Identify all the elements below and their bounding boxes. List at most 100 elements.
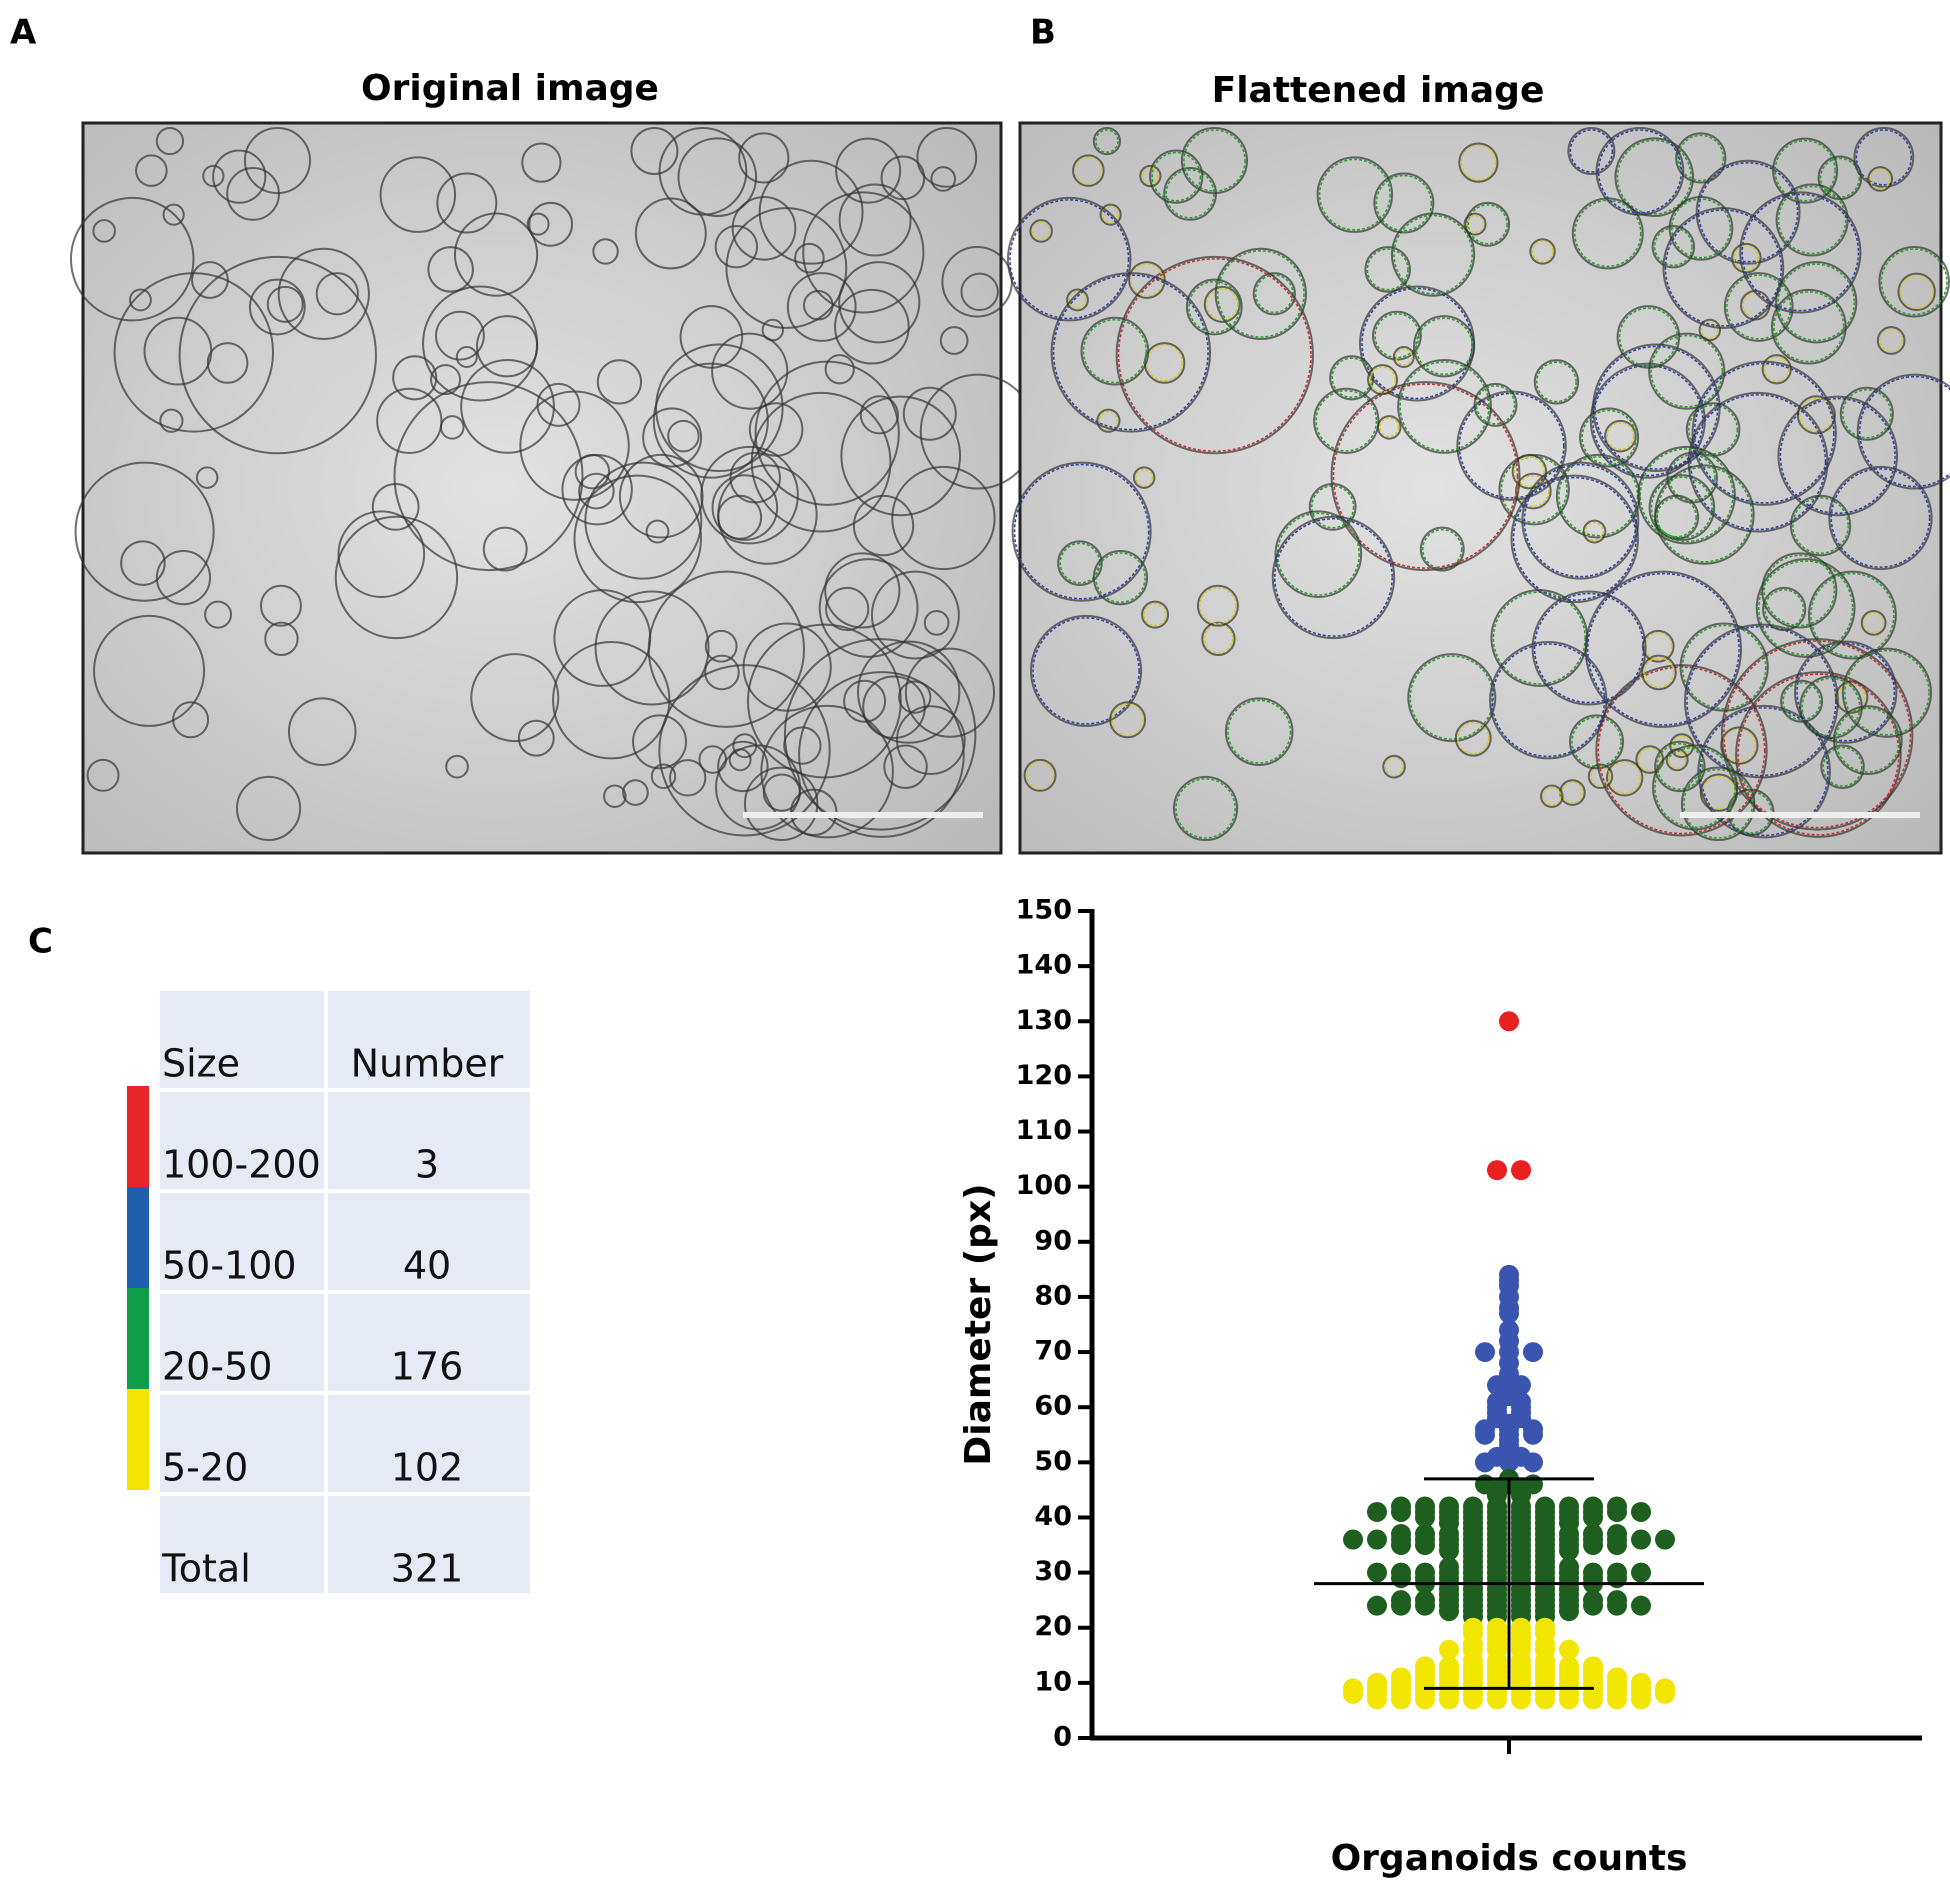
data-point xyxy=(1631,1562,1651,1583)
organoid xyxy=(1796,395,1836,435)
organoid xyxy=(1413,315,1476,378)
table-cell xyxy=(160,1395,324,1492)
size-color xyxy=(127,1086,149,1187)
organoid xyxy=(1555,453,1641,539)
organoid xyxy=(430,364,462,396)
data-point xyxy=(1583,1507,1603,1528)
detection xyxy=(1188,280,1241,334)
organoid xyxy=(1271,515,1396,640)
organoid xyxy=(715,744,801,831)
organoid xyxy=(1132,466,1156,489)
organoid xyxy=(1697,704,1831,839)
organoid xyxy=(1832,705,1903,775)
y-tick-label: 130 xyxy=(1016,1005,1072,1036)
detection xyxy=(1757,560,1854,656)
organoid xyxy=(162,203,185,226)
organoid xyxy=(1316,156,1394,233)
organoid xyxy=(552,641,671,760)
organoid xyxy=(1050,272,1212,433)
organoid xyxy=(818,558,919,658)
organoid xyxy=(92,219,116,243)
cell-text: Number xyxy=(351,1042,504,1086)
detection xyxy=(1835,707,1901,773)
organoid xyxy=(667,419,700,453)
organoid xyxy=(1072,154,1105,187)
organoid xyxy=(86,758,120,792)
organoid xyxy=(1092,127,1122,156)
organoid xyxy=(1794,640,1898,744)
organoid xyxy=(603,784,627,809)
detection xyxy=(1500,456,1568,524)
organoid xyxy=(1723,272,1794,342)
detection xyxy=(1082,319,1148,384)
organoid xyxy=(883,744,928,789)
data-point xyxy=(1583,1595,1603,1616)
detection xyxy=(1542,786,1562,806)
organoid xyxy=(526,212,550,236)
organoid xyxy=(573,474,702,604)
organoid xyxy=(1011,461,1152,602)
detection xyxy=(1741,193,1860,312)
organoid xyxy=(287,697,357,766)
organoid xyxy=(1654,740,1706,793)
detection xyxy=(1763,356,1790,383)
organoid xyxy=(902,386,957,441)
organoid xyxy=(1651,224,1696,269)
detection xyxy=(1683,768,1754,839)
organoid xyxy=(1616,305,1681,369)
organoid xyxy=(113,272,275,433)
organoid xyxy=(93,614,206,727)
organoid xyxy=(655,343,784,473)
organoid xyxy=(1463,212,1487,236)
organoid xyxy=(1641,629,1675,663)
detection xyxy=(1361,287,1473,400)
organoid xyxy=(315,272,359,316)
detection xyxy=(1074,156,1103,185)
organoid xyxy=(1109,701,1147,739)
data-point xyxy=(1583,1535,1603,1556)
organoid xyxy=(647,570,806,728)
data-point xyxy=(1439,1540,1459,1561)
organoid xyxy=(120,540,166,586)
detection xyxy=(1689,394,1827,531)
detection xyxy=(1796,642,1896,742)
organoid xyxy=(1373,172,1435,234)
detection xyxy=(1879,328,1904,353)
data-point xyxy=(1343,1683,1363,1704)
organoid xyxy=(455,345,478,368)
detection xyxy=(1677,134,1725,182)
detection xyxy=(1697,162,1799,263)
organoid xyxy=(840,395,962,517)
organoid xyxy=(679,305,744,369)
organoid xyxy=(235,775,302,842)
detection xyxy=(1216,250,1305,338)
organoid xyxy=(1419,526,1465,572)
organoid xyxy=(212,149,267,204)
organoid xyxy=(1777,395,1899,517)
organoid xyxy=(596,359,643,405)
organoid xyxy=(482,526,528,572)
organoid xyxy=(536,382,581,427)
detection xyxy=(1667,750,1687,769)
organoid xyxy=(1839,386,1894,441)
organoid xyxy=(1092,549,1149,606)
table-cell xyxy=(160,1092,324,1189)
organoid xyxy=(731,196,797,261)
organoid xyxy=(517,719,555,757)
organoid xyxy=(1614,137,1695,217)
detection xyxy=(1590,765,1611,787)
organoid xyxy=(1755,558,1856,658)
detection xyxy=(1175,778,1236,839)
organoid xyxy=(1641,654,1677,691)
organoid xyxy=(669,759,707,797)
organoid xyxy=(1330,381,1521,572)
organoid xyxy=(916,127,978,188)
data-point xyxy=(1655,1683,1675,1704)
organoid xyxy=(206,342,249,384)
detection xyxy=(1777,185,1847,255)
data-point xyxy=(1475,1452,1495,1473)
detection xyxy=(1586,572,1740,726)
organoid xyxy=(632,714,688,770)
table-cell xyxy=(160,1193,324,1290)
data-point xyxy=(1367,1595,1387,1616)
